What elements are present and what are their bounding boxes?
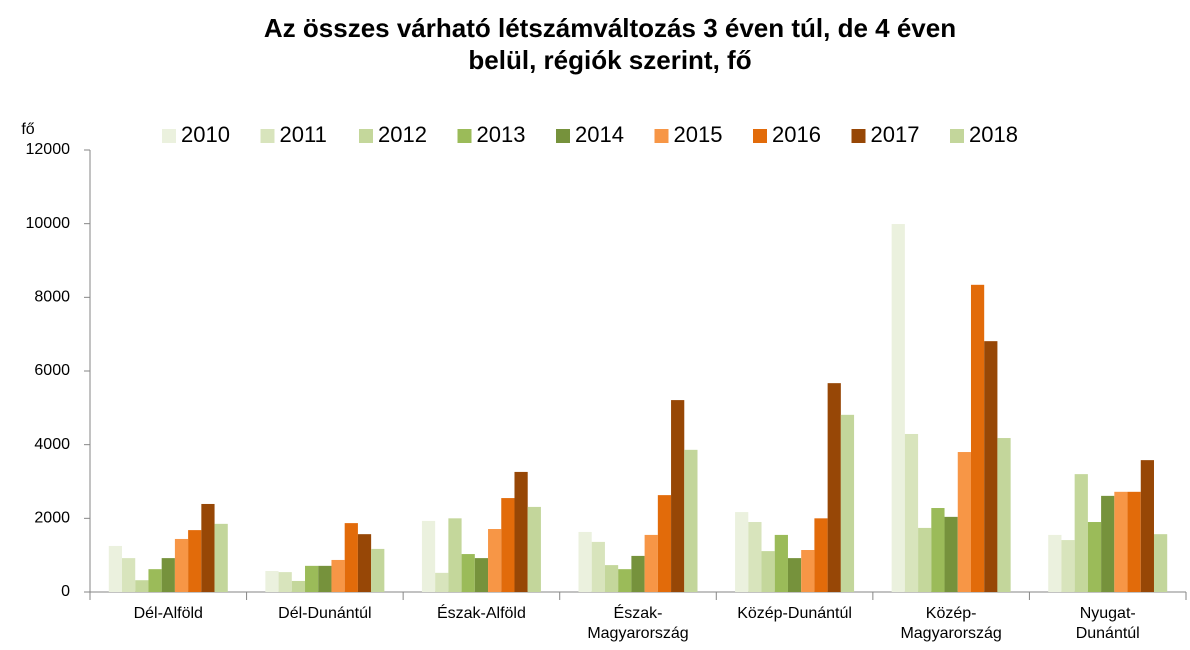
legend-swatch: [359, 129, 373, 143]
legend-swatch: [457, 129, 472, 143]
bar: [631, 555, 645, 592]
bar: [174, 538, 189, 592]
legend-swatch: [654, 129, 669, 143]
legend-label: 2011: [280, 122, 327, 147]
bar: [671, 400, 685, 592]
bar: [421, 520, 436, 592]
bar: [122, 558, 136, 592]
x-tick-label: Közép-Dunántúl: [737, 605, 852, 622]
bar: [1048, 534, 1062, 592]
bar: [578, 531, 592, 592]
chart-title: Az összes várható létszámváltozás 3 éven…: [264, 13, 956, 75]
x-tick-label: Közép-Magyarország: [900, 605, 1001, 642]
y-tick-label: 12000: [26, 141, 71, 158]
legend-swatch: [753, 129, 767, 143]
x-tick-label: Dél-Alföld: [134, 605, 203, 622]
bar: [501, 498, 515, 592]
bar: [801, 550, 815, 592]
bar: [527, 506, 541, 592]
bar: [265, 571, 279, 592]
y-tick-label: 10000: [26, 215, 71, 232]
bar: [305, 565, 319, 592]
bar: [461, 554, 475, 592]
bar: [657, 495, 672, 592]
bar: [135, 580, 149, 592]
bar: [1127, 491, 1141, 592]
legend-swatch: [851, 129, 866, 143]
x-tick-label: Dél-Dunántúl: [278, 605, 371, 622]
bar: [1140, 460, 1154, 592]
bar: [918, 527, 932, 592]
bar: [1153, 534, 1168, 592]
bar: [904, 433, 919, 592]
bar: [984, 341, 998, 592]
bar: [761, 551, 775, 592]
legend-label: 2013: [477, 122, 526, 147]
bar: [448, 518, 462, 592]
legend-label: 2017: [871, 122, 920, 147]
bar: [814, 518, 828, 592]
bar: [278, 572, 292, 592]
bar: [644, 534, 658, 592]
bar: [1101, 495, 1115, 592]
bar: [735, 512, 749, 592]
y-tick-label: 6000: [34, 362, 70, 379]
legend-swatch: [950, 129, 964, 143]
bar: [474, 558, 489, 592]
legend-swatch: [162, 129, 176, 143]
bar: [840, 414, 855, 592]
legend-swatch: [556, 129, 570, 143]
bar: [514, 471, 528, 592]
legend-label: 2010: [181, 122, 230, 147]
bar: [331, 559, 345, 592]
bar: [214, 523, 228, 592]
legend-label: 2015: [674, 122, 723, 147]
bar: [891, 224, 905, 592]
legend-label: 2012: [378, 122, 427, 147]
bar: [1087, 522, 1102, 592]
x-tick-label: Nyugat-Dunántúl: [1076, 605, 1140, 642]
bar: [161, 558, 175, 592]
legend-swatch: [260, 129, 275, 143]
bar: [684, 449, 698, 592]
bar: [435, 572, 449, 592]
bar: [201, 503, 215, 592]
bar: [148, 569, 162, 592]
bar: [827, 383, 841, 592]
bar: [774, 534, 788, 592]
legend-label: 2016: [772, 122, 821, 147]
bar: [1074, 474, 1088, 592]
y-tick-label: 2000: [34, 510, 70, 527]
bar: [371, 548, 385, 592]
x-tick-label: Észak-Alföld: [437, 603, 526, 622]
bar: [1061, 540, 1075, 592]
bar: [318, 565, 332, 592]
bar: [748, 522, 762, 592]
bar: [997, 438, 1011, 592]
bar: [188, 530, 202, 592]
bar: [604, 565, 619, 592]
bar: [108, 545, 123, 592]
x-tick-label: Észak-Magyarország: [587, 603, 688, 642]
bar: [488, 529, 502, 592]
bar: [357, 534, 372, 592]
y-tick-label: 4000: [34, 436, 70, 453]
legend-label: 2018: [969, 122, 1018, 147]
bar: [931, 508, 945, 592]
bar: [1114, 491, 1128, 592]
bar: [957, 452, 971, 592]
bar: [618, 569, 632, 592]
bar: [291, 580, 306, 592]
bar: [970, 284, 985, 592]
bar: [787, 558, 802, 592]
bar: [944, 516, 958, 592]
y-axis-label: fő: [21, 121, 34, 138]
y-tick-label: 8000: [34, 289, 70, 306]
bar: [344, 523, 358, 592]
bar: [591, 541, 605, 592]
legend-label: 2014: [575, 122, 624, 147]
y-tick-label: 0: [61, 583, 70, 600]
